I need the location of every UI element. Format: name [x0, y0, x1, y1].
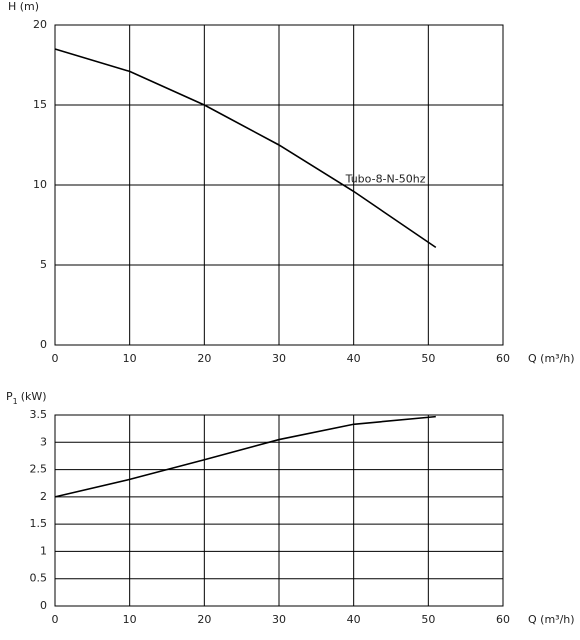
y-tick-label: 5	[40, 258, 47, 271]
y-tick-label: 3	[40, 435, 47, 448]
y-axis-label-unit: (kW)	[21, 390, 47, 403]
x-tick-label: 60	[496, 613, 510, 626]
x-tick-label: 30	[272, 352, 286, 365]
x-tick-label: 40	[347, 613, 361, 626]
y-axis-label: H (m)	[8, 0, 39, 13]
x-axis-label: Q (m³/h)	[528, 352, 575, 365]
y-tick-label: 0.5	[30, 572, 48, 585]
y-tick-label: 10	[33, 178, 47, 191]
y-axis-label-subscript: 1	[13, 397, 18, 406]
y-tick-label: 2.5	[30, 463, 48, 476]
x-tick-label: 30	[272, 613, 286, 626]
series-label: Tubo-8-N-50hz	[345, 172, 426, 185]
x-tick-label: 40	[347, 352, 361, 365]
line-series	[54, 415, 436, 498]
x-axis-label: Q (m³/h)	[528, 613, 575, 626]
y-tick-label: 15	[33, 98, 47, 111]
y-tick-label: 0	[40, 599, 47, 612]
y-tick-label: 3.5	[30, 408, 48, 421]
x-tick-label: 20	[197, 352, 211, 365]
line-series	[54, 48, 437, 249]
x-tick-label: 60	[496, 352, 510, 365]
y-tick-label: 1	[40, 544, 47, 557]
plot-frame	[54, 24, 504, 346]
x-tick-label: 50	[421, 352, 435, 365]
y-tick-label: 1.5	[30, 517, 48, 530]
x-tick-label: 10	[123, 613, 137, 626]
y-axis-label: P1 (kW)	[6, 390, 47, 406]
x-tick-label: 0	[52, 613, 59, 626]
x-tick-label: 50	[421, 613, 435, 626]
plot-frame	[54, 414, 504, 607]
x-tick-label: 10	[123, 352, 137, 365]
x-tick-label: 20	[197, 613, 211, 626]
y-axis-label-main: P	[6, 390, 13, 403]
x-tick-label: 0	[52, 352, 59, 365]
y-tick-label: 20	[33, 18, 47, 31]
y-tick-label: 2	[40, 490, 47, 503]
y-tick-label: 0	[40, 338, 47, 351]
